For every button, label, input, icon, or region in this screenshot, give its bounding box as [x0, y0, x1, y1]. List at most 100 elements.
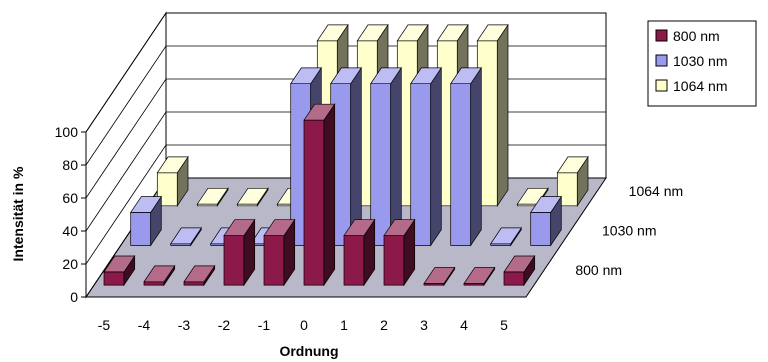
- x-tick-label: -2: [218, 317, 231, 333]
- x-tick-label: -5: [98, 317, 111, 333]
- legend-swatch: [655, 29, 668, 42]
- bar-top: [156, 156, 189, 174]
- legend-label: 800 nm: [673, 28, 720, 44]
- bar-front: [450, 83, 472, 246]
- bar-top: [343, 219, 376, 236]
- bar-top: [450, 67, 482, 85]
- bar-front: [530, 212, 552, 246]
- x-tick-label: -1: [258, 317, 271, 333]
- bar: [103, 254, 136, 287]
- bar-side: [350, 66, 362, 247]
- bar: [556, 155, 589, 207]
- bar: [303, 103, 336, 287]
- bar: [383, 218, 416, 287]
- bar: [503, 254, 536, 287]
- bar: [476, 23, 509, 207]
- x-axis-title: Ordnung: [279, 343, 338, 359]
- series-axis-ticks: 800 nm 1030 nm 1064 nm: [575, 183, 683, 278]
- bar-top: [463, 267, 496, 284]
- bar-front: [130, 212, 152, 246]
- bar-top: [316, 24, 349, 42]
- x-tick-label: 0: [300, 317, 308, 333]
- bar-top: [556, 156, 589, 174]
- legend-swatch: [655, 54, 668, 67]
- y-tick-label: 100: [55, 124, 79, 140]
- legend-swatch: [655, 79, 668, 92]
- bar-front: [383, 235, 405, 286]
- bar: [490, 226, 522, 247]
- bar: [530, 195, 562, 247]
- bar-front: [263, 235, 285, 286]
- bar-top: [370, 67, 402, 85]
- bar-side: [323, 103, 336, 287]
- bar-top: [183, 265, 216, 283]
- bar: [463, 266, 496, 287]
- y-tick-label: 60: [62, 190, 78, 206]
- bar-top: [130, 196, 162, 213]
- bar: [263, 218, 296, 287]
- bar-top: [290, 67, 322, 85]
- legend-label: 1064 nm: [673, 78, 727, 94]
- x-tick-label: -3: [178, 317, 191, 333]
- bar: [130, 195, 162, 247]
- bar-top: [410, 67, 442, 85]
- bar-front: [303, 119, 325, 286]
- bar-top: [196, 187, 229, 205]
- y-tick-label: 0: [70, 289, 78, 305]
- bar: [423, 266, 456, 287]
- y-axis-ticks: 0 20 40 60 80 100: [55, 124, 86, 305]
- bars: [103, 23, 589, 287]
- y-axis-title: Intensität in %: [10, 166, 26, 261]
- series-axis-label: 1030 nm: [602, 223, 656, 239]
- x-tick-label: 2: [380, 317, 388, 333]
- bar: [450, 66, 482, 247]
- y-tick-label: 80: [62, 157, 78, 173]
- bar: [236, 187, 269, 207]
- bar: [370, 66, 402, 247]
- bar-top: [436, 24, 469, 42]
- bar: [196, 187, 229, 207]
- x-tick-label: 1: [340, 317, 348, 333]
- bar-top: [170, 227, 202, 245]
- x-tick-label: -4: [138, 317, 151, 333]
- bar-side: [390, 66, 402, 247]
- bar-top: [490, 227, 522, 245]
- bar-top: [503, 255, 536, 273]
- bar-top: [303, 103, 336, 121]
- y-tick-label: 20: [62, 256, 78, 272]
- x-tick-label: 4: [460, 317, 468, 333]
- bar-top: [516, 187, 549, 205]
- series-axis-label: 800 nm: [575, 262, 622, 278]
- bar: [183, 264, 216, 287]
- bar-top: [356, 24, 389, 42]
- bar-front: [183, 281, 205, 286]
- bar-top: [263, 219, 296, 236]
- bar-front: [343, 235, 365, 286]
- bar-top: [396, 24, 429, 42]
- x-tick-label: 5: [500, 317, 508, 333]
- bar: [170, 226, 202, 247]
- bar-top: [383, 219, 416, 236]
- x-tick-label: 3: [420, 317, 428, 333]
- legend: 800 nm 1030 nm 1064 nm: [647, 20, 757, 107]
- series-axis-label: 1064 nm: [629, 183, 683, 199]
- bar-top: [423, 267, 456, 284]
- bar: [223, 218, 256, 287]
- bar-side: [470, 66, 482, 247]
- bar-front: [143, 281, 165, 286]
- bar: [410, 66, 442, 247]
- bar: [143, 264, 176, 287]
- bar: [156, 155, 189, 207]
- bar-side: [430, 66, 442, 247]
- bar-front: [223, 235, 245, 286]
- bar-top: [223, 219, 256, 236]
- x-axis-ticks: -5 -4 -3 -2 -1 0 1 2 3 4 5: [98, 317, 508, 333]
- bar-front: [103, 271, 125, 286]
- bar-top: [476, 24, 509, 42]
- bar-top: [143, 265, 176, 283]
- bar: [343, 218, 376, 287]
- y-tick-label: 40: [62, 223, 78, 239]
- bar-front: [503, 271, 525, 286]
- legend-label: 1030 nm: [673, 53, 727, 69]
